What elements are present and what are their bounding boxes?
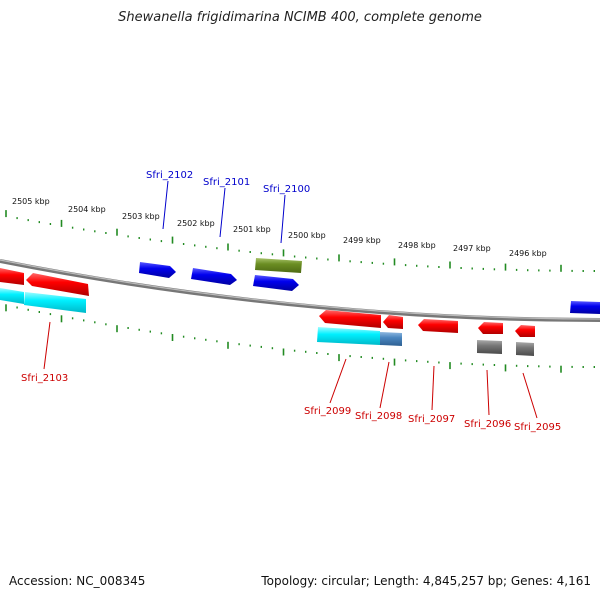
scale-label: 2497 kbp: [453, 244, 491, 253]
leader-Sfri_2103: [43, 321, 51, 370]
scale-ticks-top: [5, 210, 595, 272]
gene-Sfri_2099-b[interactable]: [319, 310, 381, 328]
gene-rna-left-edge[interactable]: [0, 288, 24, 304]
scale-label: 2501 kbp: [233, 225, 271, 234]
leader-Sfri_2098: [379, 361, 390, 409]
gene-label-Sfri_2097[interactable]: Sfri_2097: [408, 414, 455, 425]
gene-Sfri_2095[interactable]: [516, 342, 534, 356]
leader-Sfri_2096: [486, 369, 490, 416]
genome-backbone-highlight: [0, 259, 600, 320]
gene-label-Sfri_2103[interactable]: Sfri_2103: [21, 373, 68, 384]
leader-Sfri_2101: [219, 187, 226, 238]
scale-label: 2505 kbp: [12, 197, 50, 206]
accession-text: Accession: NC_008345: [9, 574, 146, 588]
map-title: Shewanella frigidimarina NCIMB 400, comp…: [118, 10, 482, 25]
gene-Sfri_2100-rna[interactable]: [255, 258, 302, 273]
gene-Sfri_2100[interactable]: [253, 275, 299, 291]
gene-label-Sfri_2096[interactable]: Sfri_2096: [464, 419, 511, 430]
reverse-strand-features: [0, 268, 535, 356]
leader-Sfri_2099: [329, 358, 347, 404]
leader-Sfri_2102: [162, 180, 169, 230]
gene-Sfri_2099[interactable]: [317, 327, 380, 345]
leader-Sfri_2100: [280, 194, 286, 244]
gene-forward-right[interactable]: [570, 301, 600, 314]
scale-ticks-bottom: [5, 304, 595, 373]
scale-label: 2499 kbp: [343, 236, 381, 245]
gene-label-Sfri_2102[interactable]: Sfri_2102: [146, 170, 193, 181]
scale-label: 2503 kbp: [122, 212, 160, 221]
scale-label: 2500 kbp: [288, 231, 326, 240]
gene-Sfri_2101[interactable]: [191, 268, 237, 285]
gene-Sfri_2103[interactable]: [24, 292, 86, 313]
gene-label-Sfri_2098[interactable]: Sfri_2098: [355, 411, 402, 422]
gene-Sfri_2096-b[interactable]: [478, 322, 503, 334]
gene-Sfri_2098-b[interactable]: [383, 315, 403, 329]
scale-label: 2496 kbp: [509, 249, 547, 258]
gene-Sfri_2096[interactable]: [477, 340, 502, 354]
gene-Sfri_2097[interactable]: [418, 319, 458, 333]
gene-Sfri_2095-b[interactable]: [515, 325, 535, 337]
gene-label-Sfri_2100[interactable]: Sfri_2100: [263, 184, 310, 195]
gene-label-Sfri_2095[interactable]: Sfri_2095: [514, 422, 561, 433]
gene-label-Sfri_2099[interactable]: Sfri_2099: [304, 406, 351, 417]
top-label-leaders: [162, 180, 286, 244]
gene-reverse-left-edge[interactable]: [0, 268, 24, 285]
bottom-label-leaders: [43, 321, 538, 419]
gene-Sfri_2098[interactable]: [380, 332, 402, 346]
gene-Sfri_2103-b[interactable]: [26, 273, 89, 296]
scale-label: 2502 kbp: [177, 219, 215, 228]
genome-backbone: [0, 259, 600, 322]
leader-Sfri_2097: [431, 365, 435, 411]
forward-strand-features: [139, 258, 600, 314]
scale-label: 2498 kbp: [398, 241, 436, 250]
leader-Sfri_2095: [522, 372, 538, 419]
gene-label-Sfri_2101[interactable]: Sfri_2101: [203, 177, 250, 188]
topology-text: Topology: circular; Length: 4,845,257 bp…: [261, 574, 591, 588]
scale-label: 2504 kbp: [68, 205, 106, 214]
gene-Sfri_2102[interactable]: [139, 262, 176, 278]
